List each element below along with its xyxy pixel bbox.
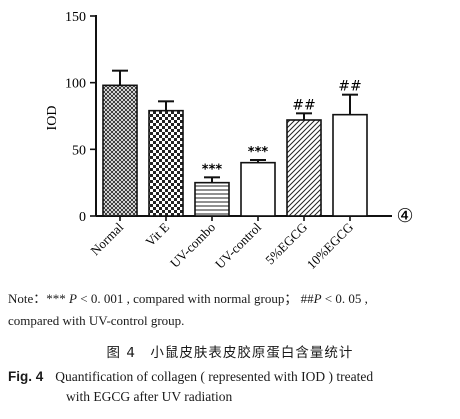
caption-line-1: Quantification of collagen ( represented…	[55, 369, 374, 384]
y-tick-label: 100	[65, 77, 86, 92]
bar	[148, 109, 184, 217]
significance-annotation: ***	[202, 162, 223, 177]
bar	[332, 113, 368, 217]
x-tick-label: Vit E	[142, 219, 172, 249]
y-tick-label: 50	[72, 143, 86, 158]
bar	[194, 181, 230, 217]
bar	[286, 119, 322, 217]
x-tick-label: 5%EGCG	[262, 220, 310, 268]
note-p-value-2: P	[313, 291, 322, 306]
y-tick-label: 150	[65, 10, 86, 25]
x-tick-label: UV-combo	[167, 220, 218, 271]
note-hashes: ##	[300, 291, 314, 306]
bar	[240, 161, 276, 217]
note-prefix: Note：	[8, 291, 47, 306]
figure-label: Fig. 4	[8, 369, 44, 384]
y-tick-label: 0	[79, 210, 86, 225]
figure-caption-english: Fig. 4 Quantification of collagen ( repre…	[8, 367, 456, 407]
significance-annotation: ##	[292, 97, 315, 113]
y-axis-label: IOD	[45, 106, 60, 131]
figure-note: Note：*** P < 0. 001 , compared with norm…	[8, 288, 456, 332]
note-part2: < 0. 05 ,	[321, 291, 368, 306]
note-line2: compared with UV-control group.	[8, 313, 185, 328]
note-p-value-1: P	[69, 291, 77, 306]
x-tick-label: 10%EGCG	[304, 220, 356, 272]
caption-line-2: with EGCG after UV radiation	[66, 389, 233, 404]
corner-mark: ④	[396, 205, 413, 227]
x-tick-label: UV-control	[212, 219, 264, 271]
note-stars: ***	[46, 291, 66, 306]
x-tick-label: Normal	[87, 219, 126, 258]
bar	[102, 84, 138, 217]
note-part1: < 0. 001 , compared with normal group；	[76, 291, 298, 306]
significance-annotation: ##	[338, 79, 361, 95]
significance-annotation: ***	[248, 145, 269, 160]
figure-caption-chinese: 图 4 小鼠皮肤表皮胶原蛋白含量统计	[106, 345, 354, 361]
